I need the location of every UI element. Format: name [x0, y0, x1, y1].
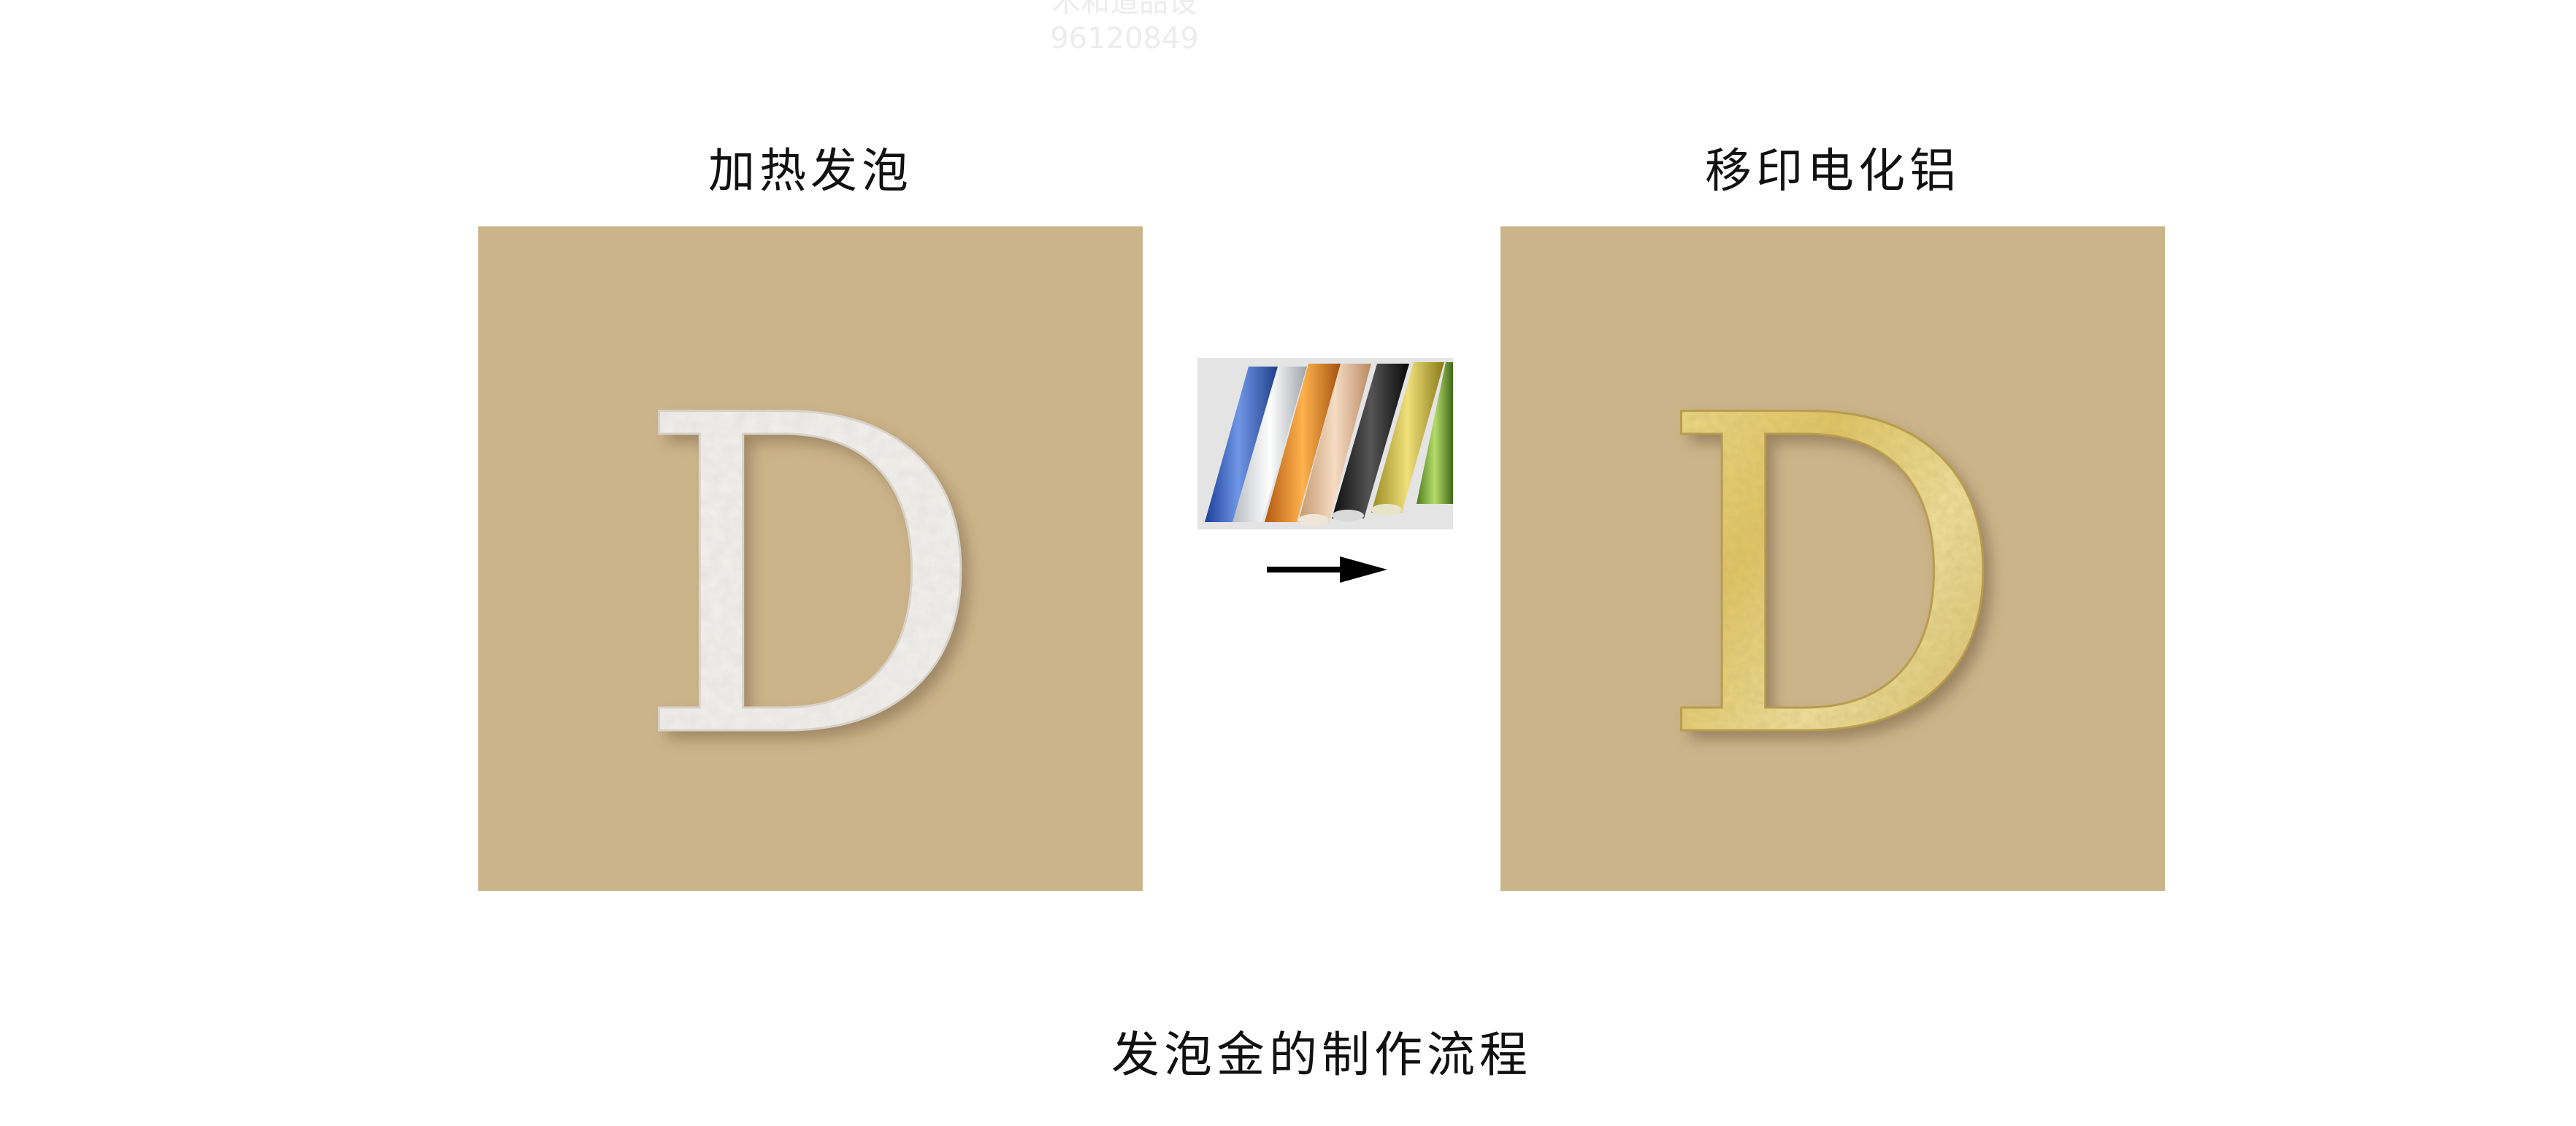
- watermark-line-2: 96120849: [1050, 22, 1199, 55]
- foam-sample-panel: D D D: [478, 226, 1143, 891]
- watermark: 木和道品设 96120849: [1015, 0, 1234, 57]
- foil-roll-champagne: [1298, 364, 1371, 526]
- gold-letter-d-image: D D D: [1656, 323, 2017, 843]
- foil-roll-gold: [1371, 362, 1444, 516]
- watermark-line-1: 木和道品设: [1051, 0, 1197, 19]
- foil-roll-blue: [1205, 367, 1279, 522]
- foil-roll-orange: [1265, 364, 1341, 522]
- gold-foil-sample-panel: D D D: [1500, 226, 2165, 891]
- step-1-label: 加热发泡: [708, 145, 913, 199]
- foil-roll-silver: [1233, 367, 1307, 522]
- step-2-label: 移印电化铝: [1705, 145, 1960, 199]
- foil-rolls-image: [1197, 358, 1453, 529]
- diagram-caption: 发泡金的制作流程: [1111, 1027, 1532, 1083]
- right-arrow-icon: [1267, 556, 1387, 583]
- process-arrow: [1267, 548, 1387, 591]
- foil-rolls-illustration: [1205, 362, 1453, 526]
- foil-roll-green: [1417, 362, 1453, 504]
- foil-roll-black: [1332, 364, 1409, 521]
- foamed-letter-d-image: D D D: [634, 323, 994, 843]
